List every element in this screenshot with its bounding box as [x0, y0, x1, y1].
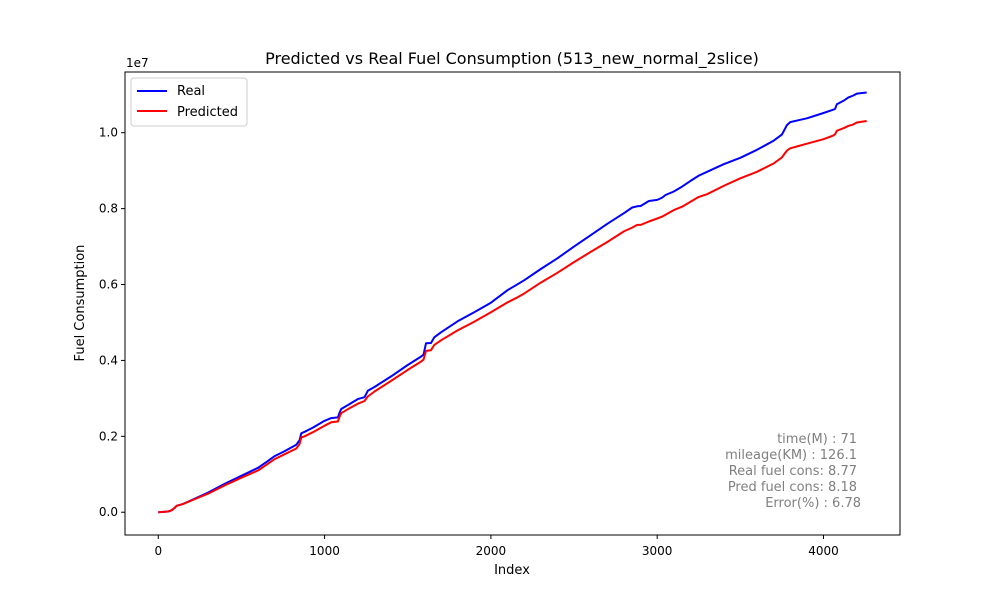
series-line-real [158, 91, 867, 514]
chart-title: Predicted vs Real Fuel Consumption (513_… [265, 49, 759, 69]
y-tick-label: 1.0 [99, 126, 118, 140]
y-tick-label: 0.4 [99, 353, 118, 367]
legend: Real Predicted [130, 77, 248, 127]
series-line-predicted [158, 120, 867, 514]
x-tick-label: 1000 [309, 544, 340, 558]
x-tick-label: 4000 [808, 544, 839, 558]
y-tick-label: 0.0 [99, 505, 118, 519]
x-tick-label: 0 [154, 544, 162, 558]
stats-annotation: time(M) : 71 mileage(KM) : 126.1 Real fu… [725, 432, 861, 511]
y-axis-offset-label: 1e7 [126, 56, 149, 70]
y-tick-label: 0.2 [99, 429, 118, 443]
annotation-pred-cons: Pred fuel cons: 8.18 [728, 480, 857, 495]
y-tick-label: 0.8 [99, 202, 118, 216]
axes-frame [124, 71, 901, 536]
x-tick-label: 2000 [476, 544, 507, 558]
annotation-error: Error(%) : 6.78 [765, 496, 861, 511]
legend-real-label: Real [177, 84, 205, 99]
annotation-mileage: mileage(KM) : 126.1 [725, 448, 857, 463]
annotation-time: time(M) : 71 [777, 432, 857, 447]
plot-area: 0 1000 2000 3000 4000 0.0 0.2 0.4 0.6 0.8 1.0 [99, 71, 901, 558]
x-tick-label: 3000 [642, 544, 673, 558]
legend-predicted-label: Predicted [177, 105, 238, 120]
y-tick-label: 0.6 [99, 278, 118, 292]
annotation-real-cons: Real fuel cons: 8.77 [729, 464, 857, 479]
y-axis-label: Fuel Consumption [73, 245, 88, 362]
x-axis-label: Index [494, 563, 530, 578]
